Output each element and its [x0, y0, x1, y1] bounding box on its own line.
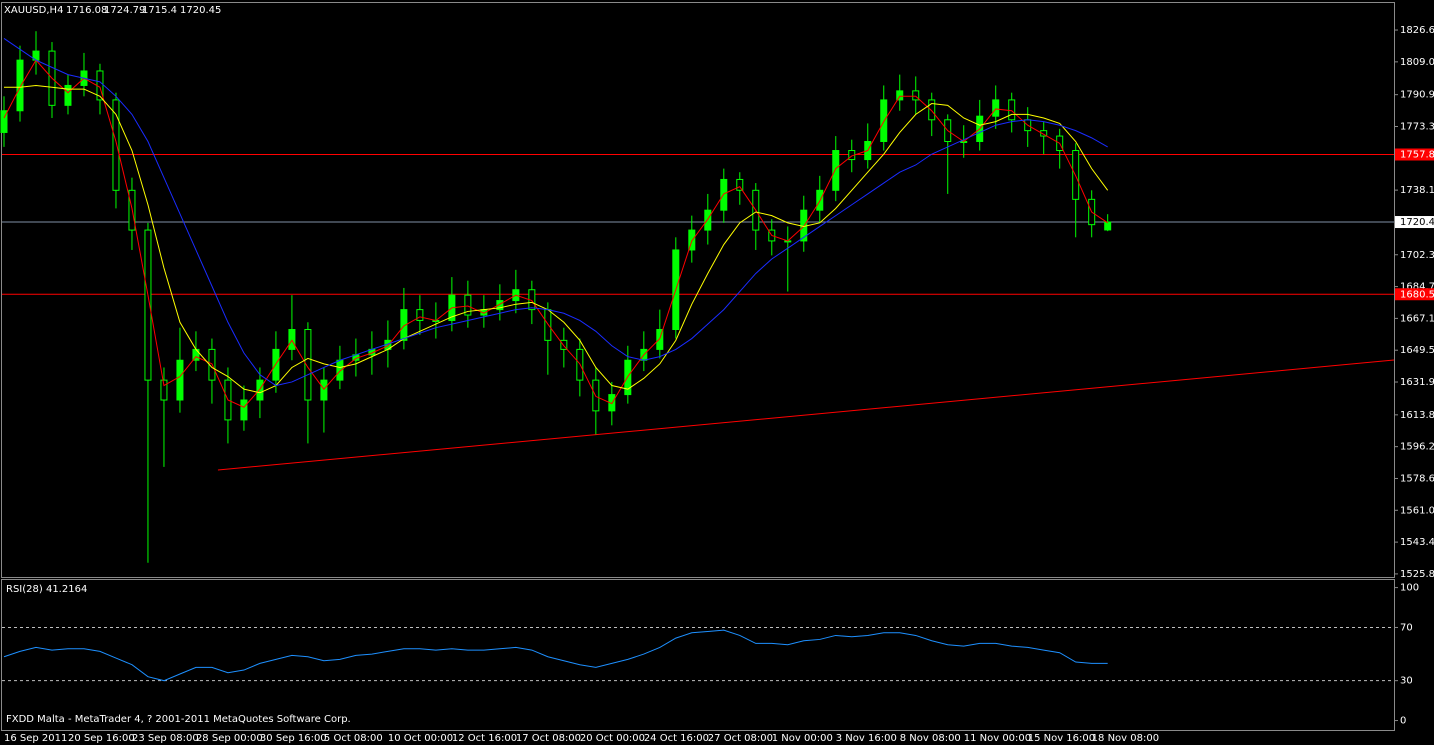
candle-body — [320, 379, 328, 401]
price-pane-frame — [1, 2, 1395, 578]
candle-body — [288, 329, 296, 350]
rsi-y-tick-label: 0 — [1400, 716, 1406, 727]
trend-line — [217, 359, 1395, 471]
x-tick-label: 23 Sep 08:00 — [132, 733, 199, 744]
x-tick-label: 18 Nov 08:00 — [1092, 733, 1159, 744]
x-tick-label: 27 Oct 08:00 — [708, 733, 773, 744]
x-tick-label: 16 Sep 2011 — [4, 733, 67, 744]
candle-body — [0, 110, 8, 133]
moving-average — [3, 84, 1109, 394]
candle-body — [656, 329, 664, 350]
candle-body — [496, 300, 504, 311]
y-tick-label: 1702.35 — [1400, 250, 1434, 261]
candle-body — [544, 309, 552, 341]
level-label-box — [1395, 148, 1434, 161]
candle-body — [832, 150, 840, 191]
x-tick-label: 17 Oct 08:00 — [516, 733, 581, 744]
candle-body — [1104, 221, 1112, 231]
symbol: XAUUSD,H4 — [4, 5, 63, 16]
x-tick-label: 10 Oct 00:00 — [388, 733, 453, 744]
x-tick-label: 28 Sep 00:00 — [196, 733, 263, 744]
rsi-pane-frame — [1, 579, 1395, 731]
candle-body — [1008, 99, 1016, 121]
x-tick-label: 20 Oct 00:00 — [580, 733, 645, 744]
x-tick-label: 20 Sep 16:00 — [68, 733, 135, 744]
candle-body — [256, 379, 264, 401]
rsi-y-tick-label: 70 — [1400, 622, 1413, 633]
level-label: 1757.80 — [1400, 150, 1434, 161]
candle-body — [896, 90, 904, 101]
candle-body — [736, 178, 744, 191]
bid-label: 1720.45 — [1400, 217, 1434, 228]
rsi-y-tick-label: 100 — [1400, 583, 1419, 594]
candle-body — [688, 229, 696, 251]
y-tick-label: 1543.40 — [1400, 537, 1434, 548]
y-tick-label: 1649.55 — [1400, 345, 1434, 356]
rsi-title: RSI(28) 41.2164 — [6, 584, 87, 595]
last-close: 1720.45 — [180, 5, 221, 16]
moving-average — [3, 38, 1108, 387]
candle-body — [928, 99, 936, 121]
candle-body — [336, 359, 344, 381]
rsi-line — [3, 629, 1108, 682]
moving-average — [3, 59, 1108, 408]
y-tick-label: 1596.20 — [1400, 442, 1434, 453]
y-tick-label: 1790.90 — [1400, 90, 1434, 101]
rsi-y-tick-label: 30 — [1400, 676, 1413, 687]
y-tick-label: 1613.80 — [1400, 410, 1434, 421]
x-tick-label: 24 Oct 16:00 — [644, 733, 709, 744]
candle-body — [560, 339, 568, 350]
candle-body — [400, 309, 408, 341]
x-tick-label: 8 Nov 08:00 — [900, 733, 961, 744]
candle-body — [464, 294, 472, 316]
x-tick-label: 12 Oct 16:00 — [452, 733, 517, 744]
candle-body — [64, 84, 72, 106]
candle-body — [704, 209, 712, 231]
last-open: 1716.08 — [66, 5, 107, 16]
level-label: 1680.50 — [1400, 289, 1434, 300]
x-tick-label: 11 Nov 00:00 — [964, 733, 1031, 744]
candle-body — [304, 329, 312, 401]
y-tick-label: 1525.80 — [1400, 569, 1434, 580]
y-tick-label: 1809.05 — [1400, 57, 1434, 68]
candle-body — [416, 309, 424, 321]
y-tick-label: 1561.00 — [1400, 505, 1434, 516]
candle-body — [160, 379, 168, 401]
copyright: FXDD Malta - MetaTrader 4, ? 2001-2011 M… — [6, 714, 351, 725]
y-tick-label: 1578.60 — [1400, 473, 1434, 484]
y-tick-label: 1738.10 — [1400, 185, 1434, 196]
y-tick-label: 1631.95 — [1400, 377, 1434, 388]
candle-body — [240, 399, 248, 421]
candle-body — [1040, 130, 1048, 137]
x-tick-label: 15 Nov 16:00 — [1028, 733, 1095, 744]
last-high: 1724.79 — [104, 5, 145, 16]
bid-label-box — [1395, 216, 1434, 229]
candle-body — [176, 359, 184, 401]
x-tick-label: 5 Oct 08:00 — [324, 733, 383, 744]
y-tick-label: 1826.65 — [1400, 25, 1434, 36]
level-label-box — [1395, 288, 1434, 301]
y-tick-label: 1667.15 — [1400, 313, 1434, 324]
candle-body — [992, 99, 1000, 117]
candle-body — [144, 229, 152, 381]
x-tick-label: 30 Sep 16:00 — [260, 733, 327, 744]
last-low: 1715.4 — [142, 5, 177, 16]
x-tick-label: 3 Nov 16:00 — [836, 733, 897, 744]
y-tick-label: 1684.75 — [1400, 282, 1434, 293]
y-tick-label: 1773.30 — [1400, 121, 1434, 132]
candle-body — [912, 90, 920, 101]
candle-body — [16, 59, 24, 112]
candle-body — [112, 99, 120, 191]
x-tick-label: 1 Nov 00:00 — [772, 733, 833, 744]
